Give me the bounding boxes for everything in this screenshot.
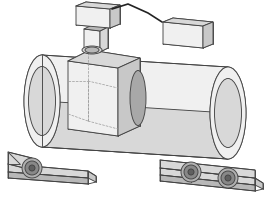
Ellipse shape bbox=[24, 55, 60, 147]
Ellipse shape bbox=[85, 47, 99, 53]
Ellipse shape bbox=[225, 175, 231, 181]
Polygon shape bbox=[160, 175, 255, 191]
Ellipse shape bbox=[218, 168, 238, 188]
Polygon shape bbox=[118, 58, 140, 136]
Polygon shape bbox=[163, 22, 203, 48]
Polygon shape bbox=[160, 160, 255, 178]
Ellipse shape bbox=[29, 165, 35, 171]
Ellipse shape bbox=[221, 171, 235, 185]
Ellipse shape bbox=[214, 78, 241, 147]
Ellipse shape bbox=[130, 70, 146, 125]
Polygon shape bbox=[100, 27, 108, 52]
Polygon shape bbox=[8, 164, 88, 178]
Polygon shape bbox=[8, 152, 32, 170]
Polygon shape bbox=[163, 18, 213, 26]
Polygon shape bbox=[110, 5, 120, 28]
Polygon shape bbox=[203, 22, 213, 48]
Polygon shape bbox=[42, 101, 228, 159]
Ellipse shape bbox=[82, 46, 102, 54]
Ellipse shape bbox=[210, 67, 246, 159]
Polygon shape bbox=[42, 55, 228, 159]
Ellipse shape bbox=[184, 165, 198, 179]
Ellipse shape bbox=[24, 55, 60, 147]
Polygon shape bbox=[255, 178, 263, 189]
Ellipse shape bbox=[29, 67, 56, 136]
Ellipse shape bbox=[214, 78, 241, 147]
Ellipse shape bbox=[29, 67, 56, 136]
Polygon shape bbox=[8, 172, 88, 184]
Polygon shape bbox=[88, 171, 96, 182]
Ellipse shape bbox=[22, 158, 42, 178]
Ellipse shape bbox=[181, 162, 201, 182]
Ellipse shape bbox=[188, 169, 194, 175]
Polygon shape bbox=[68, 50, 140, 68]
Polygon shape bbox=[76, 2, 120, 9]
Polygon shape bbox=[76, 6, 110, 28]
Ellipse shape bbox=[210, 67, 246, 159]
Polygon shape bbox=[160, 168, 255, 185]
Polygon shape bbox=[8, 152, 20, 164]
Polygon shape bbox=[68, 61, 118, 136]
Ellipse shape bbox=[25, 161, 39, 175]
Polygon shape bbox=[84, 29, 100, 52]
Polygon shape bbox=[84, 25, 108, 31]
